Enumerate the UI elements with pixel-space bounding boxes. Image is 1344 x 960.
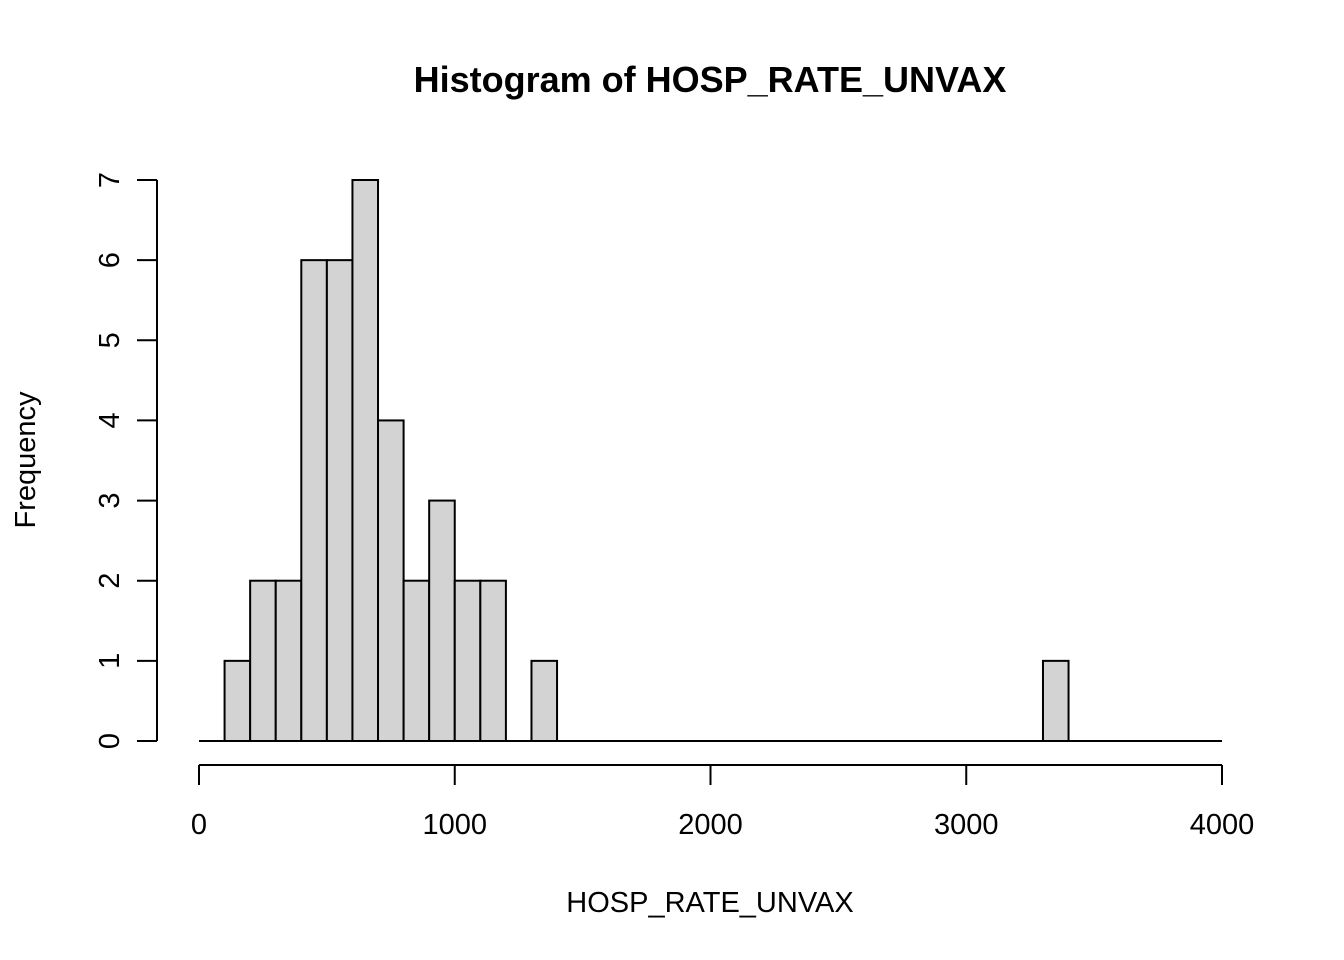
histogram-bar — [300, 259, 328, 742]
y-tick-label: 1 — [94, 653, 126, 669]
y-tick-label: 3 — [94, 493, 126, 509]
histogram-bar — [479, 579, 507, 743]
bars-group — [223, 179, 1070, 743]
histogram-bar — [351, 179, 380, 742]
y-tick-label: 6 — [94, 252, 126, 268]
x-tick-label: 2000 — [678, 809, 743, 841]
histogram-bar — [402, 579, 431, 743]
y-tick-label: 4 — [94, 412, 126, 428]
x-tick-label: 0 — [191, 809, 207, 841]
histogram-bar — [223, 659, 252, 742]
x-tick-label: 3000 — [934, 809, 999, 841]
y-tick-label: 2 — [94, 573, 126, 589]
y-tick-label: 5 — [94, 332, 126, 348]
histogram-bar — [274, 579, 303, 743]
y-tick-label: 7 — [94, 172, 126, 188]
x-axis-label: HOSP_RATE_UNVAX — [566, 887, 853, 919]
histogram-bar — [1041, 659, 1070, 742]
y-axis-label: Frequency — [10, 391, 42, 529]
x-axis: 0 1000 2000 3000 4000 — [191, 764, 1255, 841]
histogram-bar — [377, 419, 405, 742]
x-tick-label: 4000 — [1190, 809, 1255, 841]
histogram-bar — [530, 659, 559, 742]
histogram-bar — [428, 499, 456, 743]
histogram-bar — [325, 259, 354, 742]
y-tick-label: 0 — [94, 733, 126, 749]
chart-title: Histogram of HOSP_RATE_UNVAX — [414, 59, 1007, 100]
histogram-bar — [453, 579, 482, 743]
x-tick-label: 1000 — [422, 809, 487, 841]
y-axis: 0 1 2 3 4 5 6 7 — [94, 172, 158, 749]
histogram-bar — [249, 579, 277, 743]
